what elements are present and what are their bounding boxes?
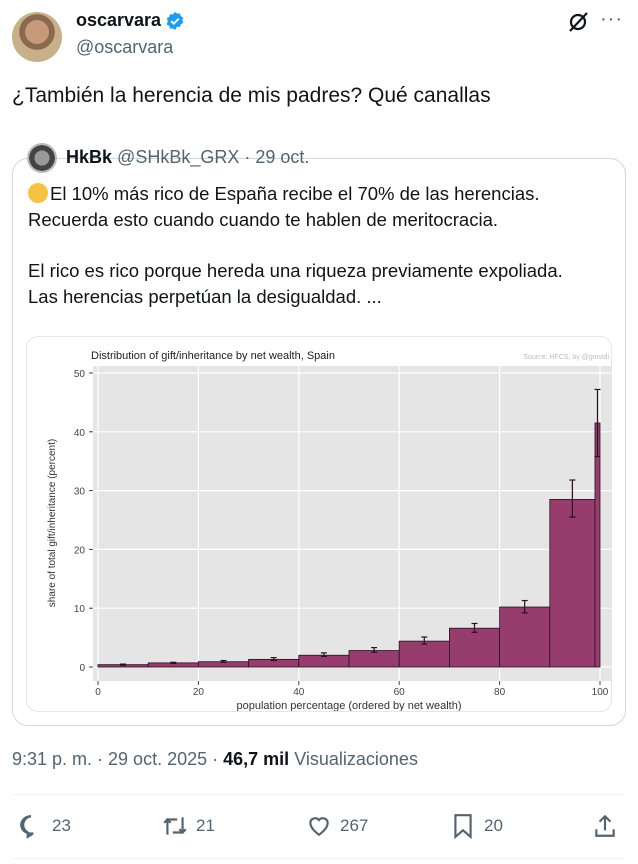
author-name[interactable]: oscarvara — [76, 10, 185, 31]
author-handle[interactable]: @oscarvara — [76, 37, 174, 57]
x-axis-label: population percentage (ordered by net we… — [236, 700, 461, 712]
quoted-line: El rico es rico porque hereda una riquez… — [28, 260, 563, 281]
y-tick-label: 20 — [74, 545, 86, 556]
x-tick-label: 100 — [592, 687, 609, 698]
x-tick-label: 20 — [193, 687, 205, 698]
quoted-tweet[interactable] — [12, 158, 626, 726]
more-options-icon[interactable]: ··· — [600, 8, 623, 30]
bank-coin-icon — [28, 183, 48, 203]
bookmark-button[interactable]: 20 — [450, 813, 503, 839]
y-tick-label: 10 — [74, 604, 86, 615]
quoted-line: Las herencias perpetúan la desigualdad. … — [28, 286, 382, 307]
tweet-text: ¿También la herencia de mis padres? Qué … — [12, 84, 491, 107]
bar — [499, 606, 551, 668]
y-tick-label: 0 — [79, 663, 85, 674]
x-tick-label: 80 — [494, 687, 506, 698]
bar — [398, 640, 450, 668]
like-button[interactable]: 267 — [306, 813, 368, 839]
y-tick-label: 40 — [74, 428, 86, 439]
y-tick-label: 30 — [74, 487, 86, 498]
tweet-meta: 9:31 p. m. · 29 oct. 2025 · 46,7 mil Vis… — [12, 749, 418, 769]
reply-icon — [20, 815, 34, 839]
grok-icon[interactable] — [566, 10, 590, 34]
quoted-header: HkBk @SHkBk_GRX · 29 oct. — [66, 147, 310, 167]
bar — [348, 650, 400, 668]
x-tick-label: 60 — [394, 687, 406, 698]
quoted-avatar — [27, 143, 57, 173]
chart-source: Source: HFCS, by @gmvidi — [523, 354, 609, 361]
chart-image[interactable]: 0 20 40 60 80 100 0 10 20 30 40 50 Distribution of … — [26, 336, 612, 712]
divider — [12, 794, 626, 795]
bar — [448, 627, 500, 668]
repost-icon — [163, 817, 187, 835]
x-tick-label: 40 — [293, 687, 305, 698]
chart: 0 20 40 60 80 100 0 10 20 30 40 50 Distribution of … — [47, 350, 611, 712]
x-tick-label: 0 — [95, 687, 101, 698]
quoted-line: Recuerda esto cuando cuando te hablen de… — [28, 209, 498, 230]
bookmark-icon — [454, 814, 472, 839]
avatar[interactable] — [12, 12, 62, 62]
chart-title: Distribution of gift/inheritance by net … — [91, 350, 335, 362]
y-axis-label: share of total gift/inheritance (percent… — [47, 439, 58, 607]
quoted-line: El 10% más rico de España recibe el 70% … — [28, 181, 540, 207]
reply-button[interactable]: 23 — [18, 813, 71, 839]
y-tick-label: 50 — [74, 369, 86, 380]
share-icon — [595, 814, 615, 837]
bar — [594, 422, 601, 668]
bar — [549, 499, 596, 668]
share-button[interactable] — [592, 813, 618, 839]
heart-icon — [309, 817, 329, 836]
repost-button[interactable]: 21 — [162, 813, 215, 839]
verified-badge-icon — [166, 11, 184, 30]
divider — [12, 858, 626, 859]
